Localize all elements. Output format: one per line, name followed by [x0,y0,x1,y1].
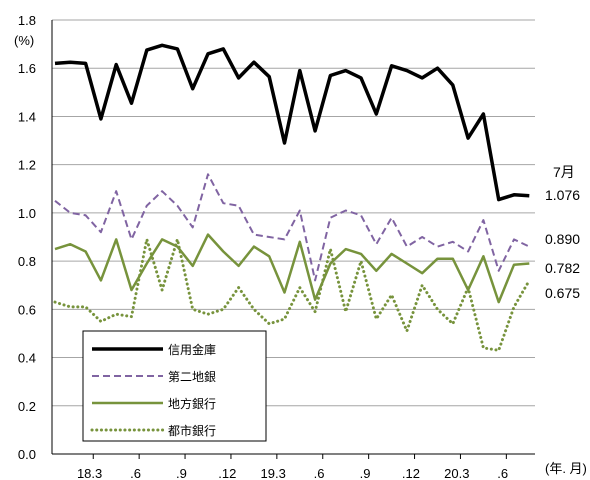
x-tick-label: .9 [176,466,187,480]
x-tick-labels: 18.3 .6 .9 .12 19.3 .6 .9 .12 20.3 .6 [77,466,508,480]
y-tick-label: 1.8 [18,13,36,28]
axes [51,20,535,459]
legend-label: 地方銀行 [168,396,216,411]
x-tick-label: .9 [360,466,371,480]
end-label-value: 0.782 [545,260,580,276]
x-tick-label: .12 [218,466,236,480]
series-line [54,233,530,304]
end-label-title: 7月 [553,164,575,180]
series-line [53,237,531,352]
x-axis-unit: (年. 月) [545,461,587,476]
x-tick-label: .12 [402,466,420,480]
series-line [54,173,530,282]
end-label-value: 0.675 [545,285,580,301]
legend-label: 都市銀行 [168,423,216,438]
x-tick-label: .6 [130,466,141,480]
y-axis-unit: (%) [14,33,34,48]
series-line [54,43,530,202]
y-tick-label: 1.0 [18,206,36,221]
y-tick-labels: 0.0 0.2 0.4 0.6 0.8 1.0 1.2 1.4 1.6 1.8 [18,13,36,462]
legend-label: 第二地銀 [168,370,216,384]
legend-label: 信用金庫 [168,342,216,357]
x-tick-label: .6 [497,466,508,480]
y-tick-label: 1.6 [18,61,36,76]
y-tick-label: 1.2 [18,158,36,173]
y-tick-label: 0.2 [18,399,36,414]
x-tick-label: 18.3 [77,466,102,480]
y-tick-label: 0.6 [18,302,36,317]
x-tick-label: 19.3 [261,466,286,480]
end-labels: 7月 1.076 0.890 0.782 0.675 [545,164,580,301]
end-label-value: 0.890 [545,231,580,247]
end-label-value: 1.076 [545,187,580,203]
y-tick-label: 0.8 [18,254,36,269]
x-tick-label: .6 [314,466,325,480]
series-lines [53,43,531,352]
y-tick-label: 1.4 [18,109,36,124]
x-tick-label: 20.3 [444,466,469,480]
y-tick-label: 0.4 [18,351,36,366]
y-tick-label: 0.0 [18,447,36,462]
